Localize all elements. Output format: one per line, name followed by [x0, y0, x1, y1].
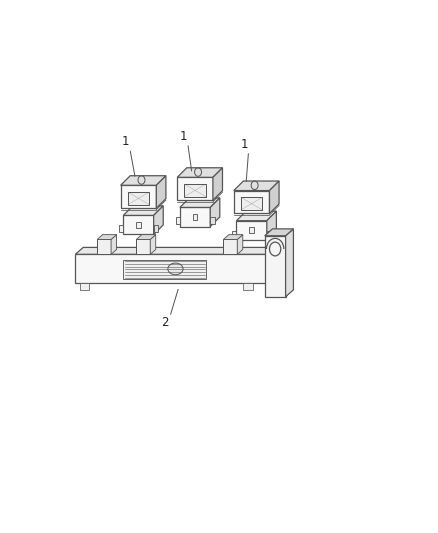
Ellipse shape — [168, 263, 183, 274]
Bar — [237, 221, 267, 240]
Polygon shape — [223, 235, 243, 239]
Bar — [210, 217, 215, 224]
Bar — [223, 239, 237, 254]
Bar — [136, 239, 150, 254]
Bar — [128, 192, 149, 205]
Polygon shape — [267, 247, 275, 284]
Polygon shape — [75, 247, 275, 254]
Polygon shape — [265, 229, 293, 236]
Polygon shape — [177, 168, 223, 177]
Text: 1: 1 — [180, 130, 187, 143]
Bar — [176, 217, 180, 224]
Polygon shape — [213, 168, 223, 200]
Bar — [241, 197, 262, 210]
Bar — [75, 254, 267, 284]
Polygon shape — [180, 198, 220, 207]
Bar — [136, 222, 141, 228]
Bar — [80, 284, 89, 290]
Bar — [243, 284, 253, 290]
Bar — [124, 215, 154, 235]
Bar — [184, 184, 206, 197]
Polygon shape — [97, 235, 117, 239]
Bar — [232, 231, 237, 237]
Polygon shape — [210, 198, 220, 227]
Bar — [123, 260, 206, 279]
Polygon shape — [237, 235, 243, 254]
Bar — [249, 227, 254, 233]
Polygon shape — [150, 235, 156, 254]
Bar — [154, 225, 158, 232]
Bar — [120, 185, 156, 208]
Bar — [265, 236, 286, 297]
Bar — [193, 214, 198, 220]
Polygon shape — [267, 211, 276, 240]
Bar — [267, 231, 271, 237]
Polygon shape — [154, 206, 163, 235]
Bar — [180, 207, 210, 227]
Polygon shape — [120, 176, 166, 185]
Text: 1: 1 — [122, 135, 129, 148]
Bar — [97, 239, 111, 254]
Polygon shape — [136, 235, 156, 239]
Polygon shape — [156, 176, 166, 208]
Text: 1: 1 — [240, 138, 248, 151]
Polygon shape — [237, 211, 276, 221]
Text: 2: 2 — [161, 316, 168, 329]
Bar — [177, 177, 213, 200]
Polygon shape — [111, 235, 117, 254]
Bar — [234, 191, 269, 214]
Polygon shape — [269, 181, 279, 214]
Bar — [119, 225, 124, 232]
Polygon shape — [124, 206, 163, 215]
Polygon shape — [286, 229, 293, 297]
Polygon shape — [234, 181, 279, 191]
